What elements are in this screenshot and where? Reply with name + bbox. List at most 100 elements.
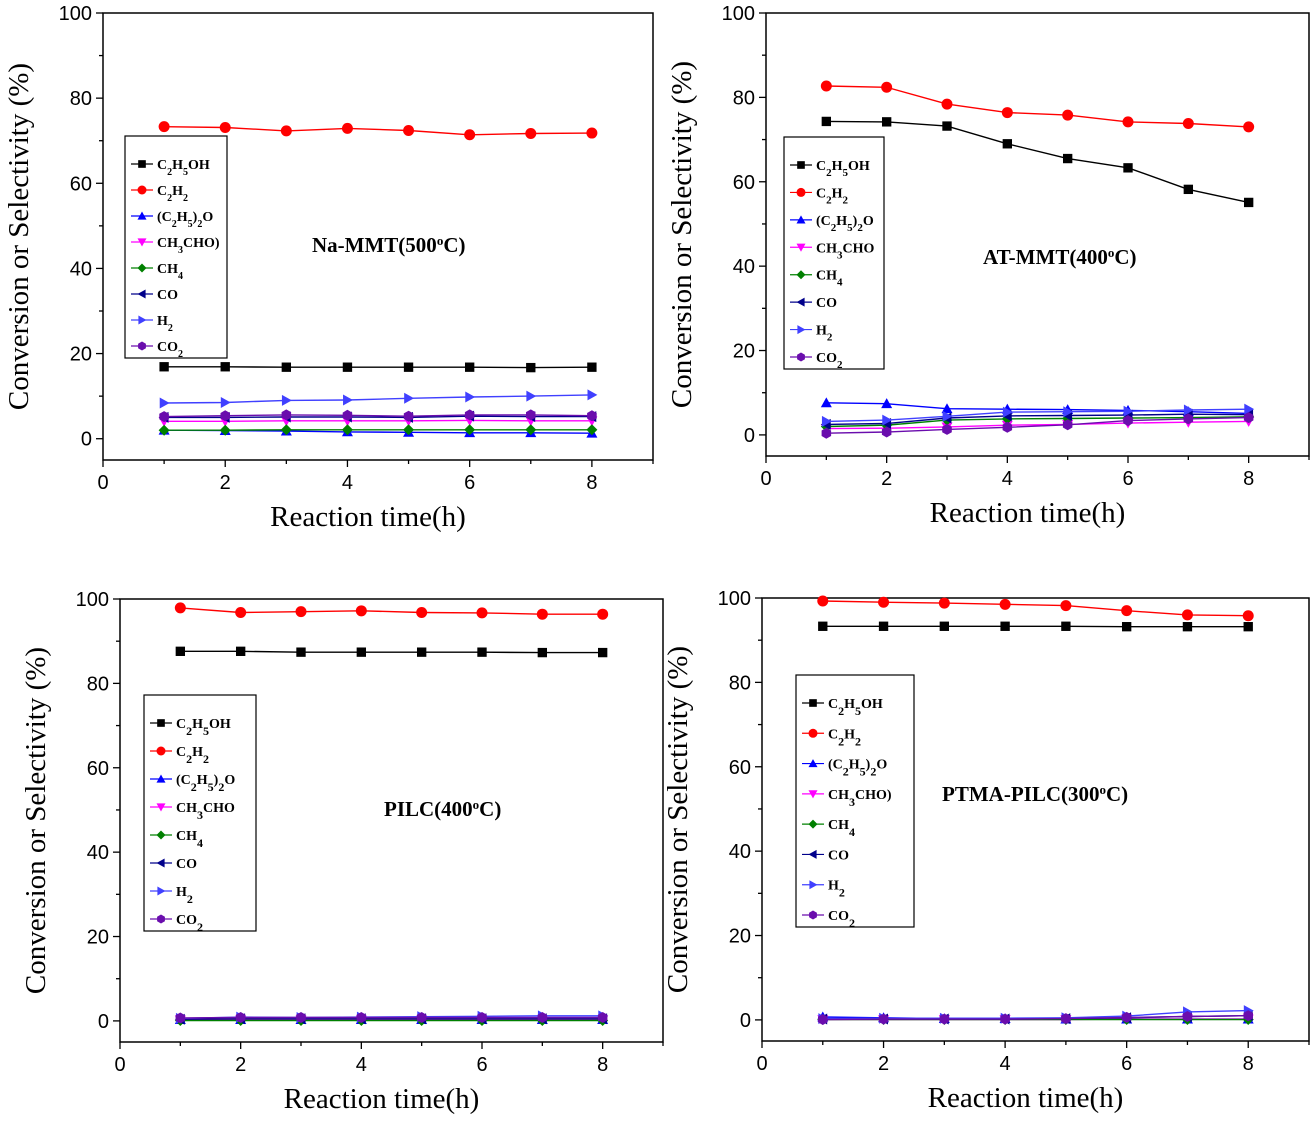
data-point-c2h2 xyxy=(597,608,609,620)
data-point-c2h5oh xyxy=(1121,622,1132,632)
y-tick-label: 100 xyxy=(76,589,109,611)
x-tick-label: 2 xyxy=(220,472,231,494)
data-point-c2h2 xyxy=(1122,116,1134,128)
data-point-c2h5oh xyxy=(342,362,353,372)
legend-label-h2: H2 xyxy=(157,314,173,334)
data-point-h2 xyxy=(220,397,231,409)
data-point-c2h5oh xyxy=(878,621,889,631)
data-point-c2h2 xyxy=(416,607,428,619)
y-axis-label: Conversion or Selectivity (%) xyxy=(662,646,694,993)
data-point-c2h2 xyxy=(1062,109,1074,121)
data-point-c2h5_2o xyxy=(881,398,893,409)
series-line-c2h5oh xyxy=(826,120,1249,204)
series-line-h2 xyxy=(164,394,592,404)
data-point-c2h5oh xyxy=(477,647,487,657)
legend: C2H5OH C2H2 (C2H5)2O CH3CHO) CH4 CO H2 CO2 xyxy=(124,135,228,360)
data-point-c2h5oh xyxy=(1123,163,1133,173)
data-point-h2 xyxy=(942,410,953,422)
legend-label-c2h2: C2H2 xyxy=(176,745,209,766)
data-point-h2 xyxy=(1183,404,1194,416)
data-point-co2 xyxy=(878,1013,889,1025)
y-tick-label: 40 xyxy=(733,256,755,278)
data-point-c2h2 xyxy=(341,122,353,134)
data-point-c2h2 xyxy=(1060,600,1072,612)
x-tick-label: 0 xyxy=(114,1054,125,1076)
legend-label-c2h5_2o: (C2H5)2O xyxy=(828,758,887,779)
y-axis-label: Conversion or Selectivity (%) xyxy=(666,61,698,408)
legend-marker-ch3cho xyxy=(808,790,818,799)
data-point-co2 xyxy=(1000,1013,1010,1025)
data-point-c2h5oh xyxy=(597,647,608,658)
data-point-c2h2 xyxy=(999,598,1011,610)
data-point-c2h5oh xyxy=(1062,153,1073,164)
data-point-c2h5oh xyxy=(296,647,306,657)
y-tick-label: 0 xyxy=(740,1010,751,1032)
y-tick-label: 100 xyxy=(718,588,751,610)
y-tick-label: 0 xyxy=(81,429,92,451)
data-point-c2h5oh xyxy=(818,621,828,631)
data-point-c2h2 xyxy=(525,127,537,139)
data-point-h2 xyxy=(159,397,170,409)
data-point-c2h5oh xyxy=(1182,622,1193,632)
y-tick-label: 60 xyxy=(87,758,109,780)
legend-marker-c2h5_2o xyxy=(156,774,166,783)
series-line-co xyxy=(826,413,1249,426)
data-point-c2h2 xyxy=(403,124,415,136)
data-point-c2h2 xyxy=(355,605,367,617)
legend-label-co: CO xyxy=(176,857,197,872)
y-axis-label: Conversion or Selectivity (%) xyxy=(3,63,35,410)
panel-title: PTMA-PILC(300oC) xyxy=(942,782,1128,807)
data-point-c2h5oh xyxy=(526,362,536,373)
data-point-c2h5_2o xyxy=(941,403,953,414)
legend: C2H5OH C2H2 (C2H5)2O CH3CHO CH4 CO H2 CO2 xyxy=(143,694,257,934)
data-point-h2 xyxy=(587,389,598,401)
data-point-ch4 xyxy=(280,424,292,436)
series-line-co xyxy=(164,415,592,419)
x-tick-label: 4 xyxy=(356,1054,367,1076)
legend: C2H5OH C2H2 (C2H5)2O CH3CHO) CH4 CO H2 CO2 xyxy=(795,674,915,930)
legend-marker-ch4 xyxy=(156,830,166,840)
plot-frame xyxy=(102,12,654,461)
series-line-co2 xyxy=(822,1015,1249,1021)
data-point-c2h2 xyxy=(476,607,488,619)
data-point-co2 xyxy=(1002,421,1013,433)
legend-label-co2: CO2 xyxy=(816,351,843,371)
legend-label-co2: CO2 xyxy=(176,913,203,934)
data-point-c2h5oh xyxy=(281,362,292,372)
data-point-ch4 xyxy=(525,424,537,436)
x-tick-label: 0 xyxy=(756,1053,767,1075)
data-point-c2h5oh xyxy=(881,117,892,127)
legend-marker-h2 xyxy=(138,315,147,325)
x-tick-label: 2 xyxy=(235,1054,246,1076)
series-line-ch3cho xyxy=(164,419,592,422)
legend-marker-c2h5_2o xyxy=(796,215,806,224)
legend-marker-c2h5oh xyxy=(157,719,165,727)
series-line-co2 xyxy=(180,1016,603,1019)
y-tick-label: 20 xyxy=(87,927,109,949)
plot-frame xyxy=(761,597,1310,1042)
y-tick-label: 80 xyxy=(70,88,92,110)
legend-marker-co2 xyxy=(809,910,817,920)
data-point-c2h2 xyxy=(295,606,307,618)
series-line-c2h2 xyxy=(826,85,1249,128)
data-point-co2 xyxy=(1182,1011,1193,1022)
data-point-c2h2 xyxy=(158,121,170,133)
x-tick-label: 2 xyxy=(881,468,892,490)
data-point-c2h2 xyxy=(586,127,598,139)
series-line-c2h5oh xyxy=(180,650,603,654)
data-point-c2h5oh xyxy=(1061,621,1071,631)
data-point-c2h2 xyxy=(1182,118,1194,130)
data-point-co2 xyxy=(1183,413,1194,425)
data-point-ch4 xyxy=(158,424,170,436)
data-point-c2h2 xyxy=(1242,610,1254,622)
data-point-c2h5oh xyxy=(821,116,832,127)
legend-marker-c2h5_2o xyxy=(808,759,818,768)
legend-label-c2h5oh: C2H5OH xyxy=(816,159,870,179)
legend-marker-co2 xyxy=(138,341,146,351)
data-point-h2 xyxy=(1002,406,1013,418)
data-point-c2h2 xyxy=(1181,609,1193,621)
data-point-co2 xyxy=(942,423,952,435)
data-point-c2h5oh xyxy=(1002,139,1013,149)
legend-marker-ch4 xyxy=(796,270,806,280)
